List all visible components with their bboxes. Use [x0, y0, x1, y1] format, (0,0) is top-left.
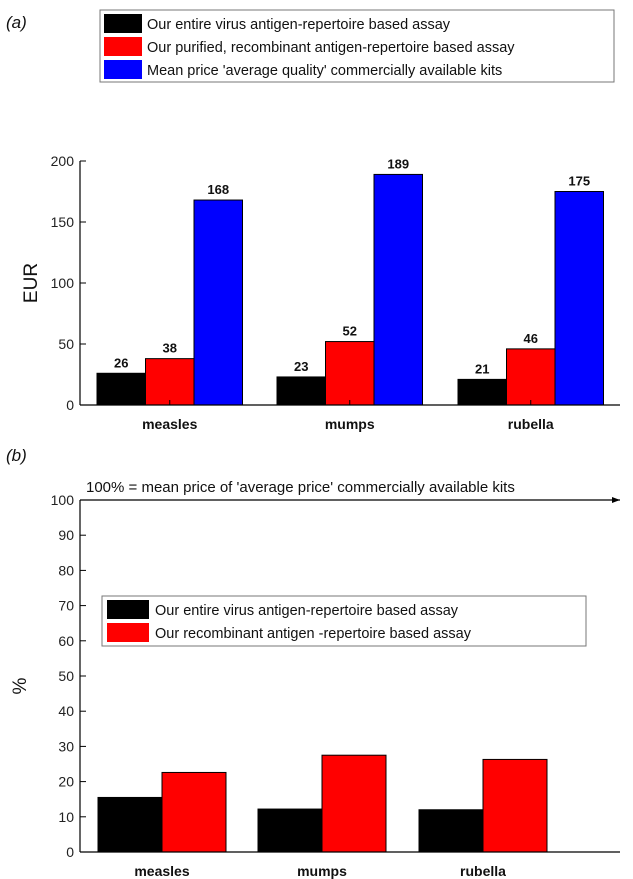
panel-a-y-tick-label-2: 100	[51, 275, 75, 291]
panel-a-legend-label-1: Our purified, recombinant antigen-repert…	[147, 40, 515, 56]
panel-a-bar-mumps-1	[325, 341, 375, 406]
panel-b-y-tick-label-4: 40	[58, 703, 74, 719]
panel-a-bar-measles-1	[145, 358, 195, 406]
panel-a-bars	[96, 173, 604, 406]
panel-a-data-label-measles-0: 26	[114, 355, 128, 370]
panel-b-bar-rubella-1	[482, 758, 548, 853]
panel-b-legend-swatch-1	[107, 623, 149, 642]
panel-a-y-tick-label-0: 0	[66, 397, 74, 413]
panel-a-data-label-measles-2: 168	[207, 182, 229, 197]
panel-a-y-ticks: 0 50 100 150 200	[51, 153, 86, 413]
panel-a: (a) Our entire virus antigen-repertoire …	[6, 9, 620, 432]
panel-a-data-label-mumps-0: 23	[294, 359, 308, 374]
panel-b-x-ticks: measles mumps rubella	[134, 847, 506, 879]
panel-b-legend-label-0: Our entire virus antigen-repertoire base…	[155, 603, 459, 619]
panel-b-bars	[97, 754, 548, 853]
panel-a-y-tick-label-1: 50	[58, 336, 74, 352]
panel-b-y-tick-label-0: 0	[66, 844, 74, 860]
panel-b-bar-mumps-0	[257, 808, 323, 853]
panel-a-x-ticks: measles mumps rubella	[142, 400, 554, 432]
panel-b: (b) 100% = mean price of 'average price'…	[6, 446, 620, 879]
panel-b-legend: Our entire virus antigen-repertoire base…	[101, 595, 587, 647]
panel-b-y-tick-label-6: 60	[58, 633, 74, 649]
panel-a-x-tick-label-mumps: mumps	[325, 416, 375, 432]
panel-b-y-tick-label-10: 100	[51, 492, 75, 508]
panel-a-y-tick-label-4: 200	[51, 153, 75, 169]
panel-b-x-tick-label-measles: measles	[134, 863, 189, 879]
panel-b-legend-box	[101, 595, 587, 647]
panel-a-bar-rubella-2	[554, 191, 604, 406]
panel-b-y-tick-label-7: 70	[58, 598, 74, 614]
panel-a-data-label-rubella-1: 46	[524, 331, 538, 346]
panel-a-y-axis-label: EUR	[21, 263, 42, 303]
panel-a-bar-rubella-1	[506, 348, 556, 406]
panel-a-data-label-mumps-2: 189	[387, 156, 409, 171]
panel-a-legend-label-2: Mean price 'average quality' commerciall…	[147, 63, 502, 79]
panel-b-x-tick-label-mumps: mumps	[297, 863, 347, 879]
panel-b-x-tick-label-rubella: rubella	[460, 863, 506, 879]
panel-b-bar-mumps-1	[321, 754, 387, 853]
panel-b-y-tick-label-9: 90	[58, 527, 74, 543]
panel-b-bar-measles-1	[161, 771, 227, 853]
panel-a-data-label-mumps-1: 52	[343, 324, 357, 339]
panel-a-legend-swatch-0	[104, 14, 142, 33]
panel-a-legend: Our entire virus antigen-repertoire base…	[99, 9, 615, 83]
panel-b-annotation: 100% = mean price of 'average price' com…	[86, 479, 515, 496]
panel-a-data-label-measles-1: 38	[163, 341, 177, 356]
panel-a-bar-mumps-0	[276, 376, 326, 406]
panel-a-bar-measles-2	[193, 199, 243, 406]
panel-b-y-tick-label-8: 80	[58, 562, 74, 578]
panel-a-data-label-rubella-2: 175	[568, 174, 590, 189]
panel-b-y-tick-label-1: 10	[58, 809, 74, 825]
panel-b-bar-rubella-0	[418, 809, 484, 853]
panel-b-legend-label-1: Our recombinant antigen -repertoire base…	[155, 626, 472, 642]
panel-a-y-tick-label-3: 150	[51, 214, 75, 230]
panel-b-label: (b)	[6, 446, 27, 465]
panel-b-y-axis-label: %	[10, 677, 31, 694]
panel-a-x-tick-label-rubella: rubella	[508, 416, 554, 432]
panel-b-y-ticks: 0 10 20 30 40 50 60 70 80 90 100	[51, 492, 86, 860]
panel-a-legend-swatch-2	[104, 60, 142, 79]
panel-a-legend-box	[99, 9, 615, 83]
panel-a-label: (a)	[6, 13, 27, 32]
panel-a-legend-swatch-1	[104, 37, 142, 56]
panel-a-data-label-rubella-0: 21	[475, 361, 489, 376]
panel-a-data-labels: 26 38 168 23 52 189 21 46 175	[114, 156, 590, 376]
panel-b-bar-measles-0	[97, 796, 163, 853]
panel-a-bar-rubella-0	[457, 378, 507, 406]
panel-b-legend-swatch-0	[107, 600, 149, 619]
panel-a-legend-label-0: Our entire virus antigen-repertoire base…	[147, 17, 451, 33]
panel-b-y-tick-label-3: 30	[58, 738, 74, 754]
panel-b-y-tick-label-2: 20	[58, 774, 74, 790]
panel-b-y-tick-label-5: 50	[58, 668, 74, 684]
panel-b-reference-arrow-icon	[612, 497, 620, 503]
panel-a-x-tick-label-measles: measles	[142, 416, 197, 432]
panel-a-bar-measles-0	[96, 372, 146, 406]
panel-a-bar-mumps-2	[373, 173, 423, 406]
